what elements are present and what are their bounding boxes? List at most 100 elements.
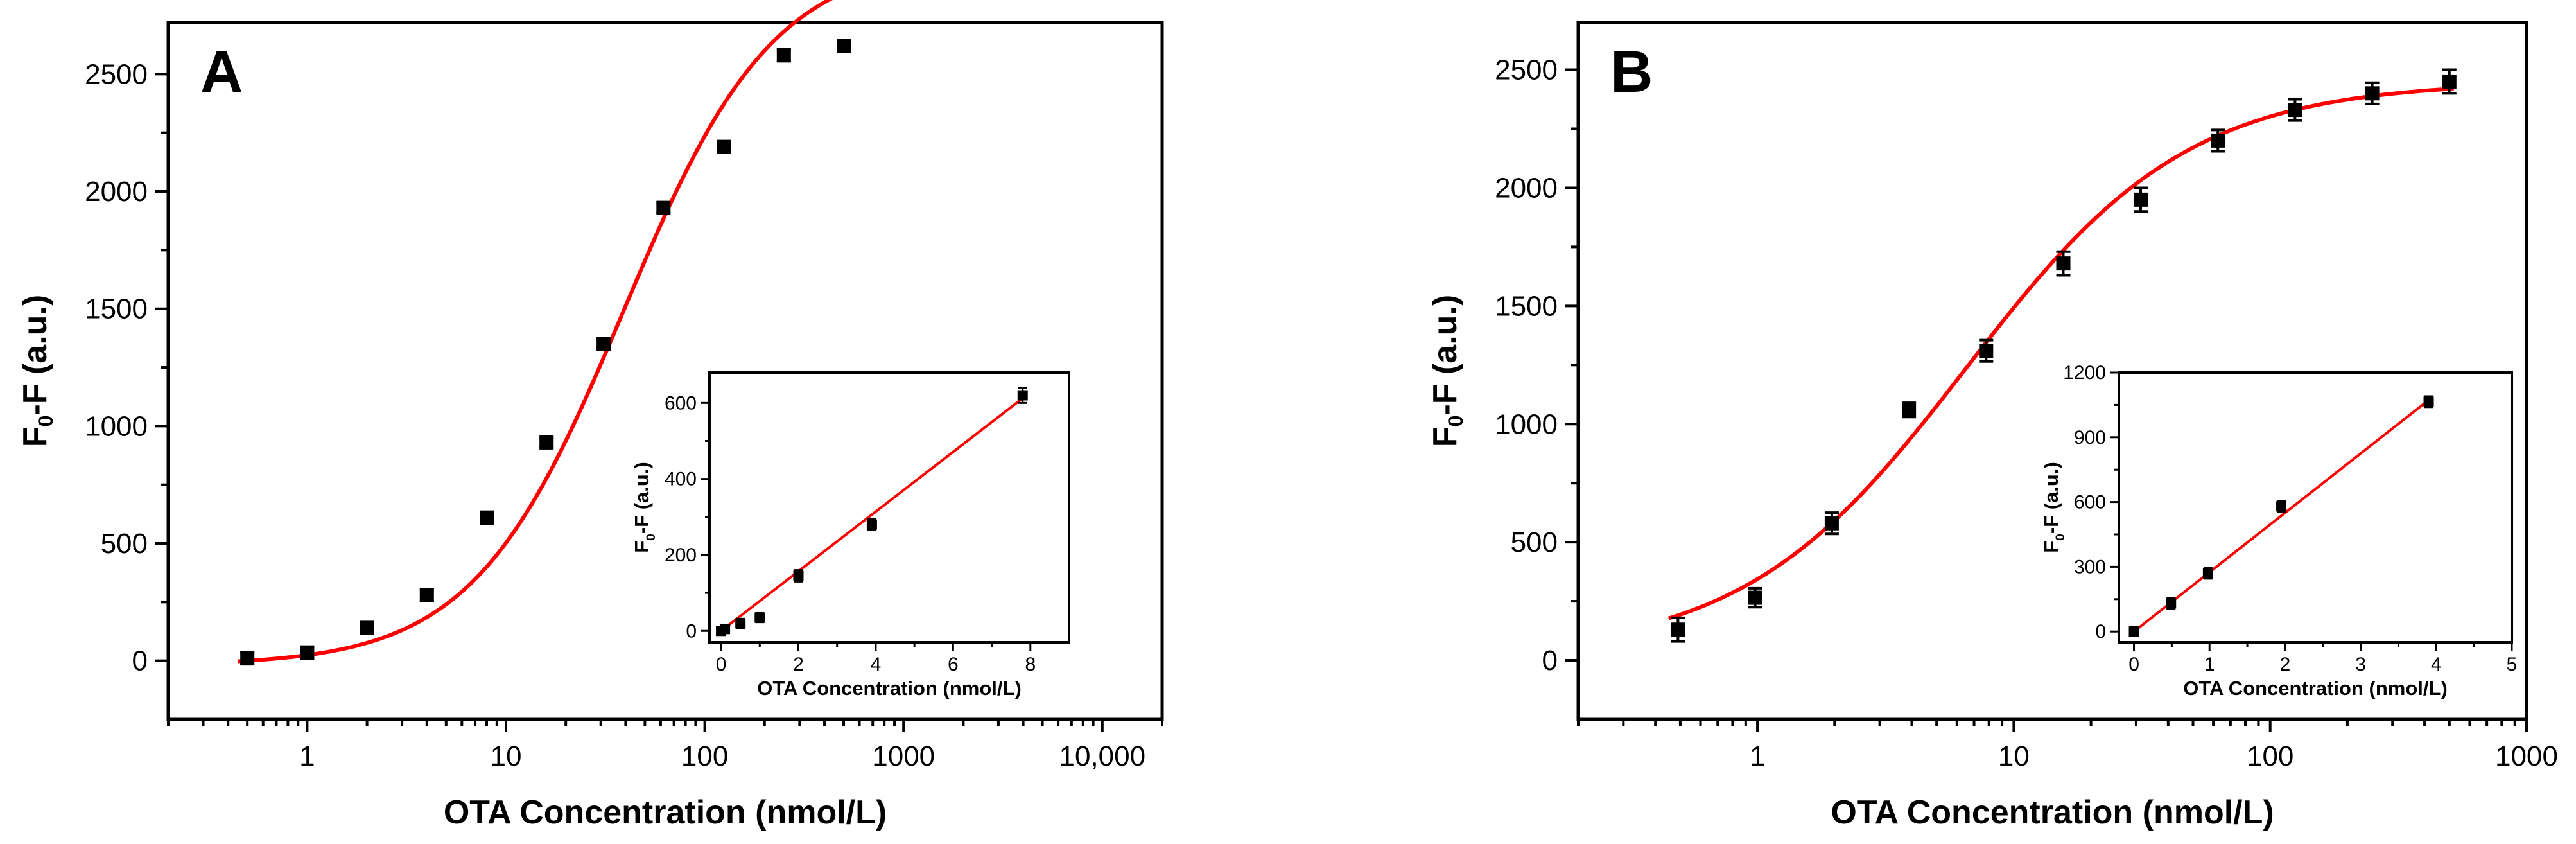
data-point: [360, 620, 374, 635]
data-point: [2365, 81, 2380, 105]
data-point: [596, 337, 611, 351]
y-axis-title-main: F: [1427, 426, 1464, 447]
inset-data-point: [2166, 597, 2177, 610]
plot-frame: [1576, 21, 2528, 721]
inset-y-axis-title-tail: -F (a.u.): [631, 462, 653, 534]
point-marker: [1671, 622, 1685, 637]
inset-x-tick-label: 2: [793, 654, 804, 675]
x-tick-label: 1: [299, 741, 315, 772]
inset-x-tick-label: 0: [716, 654, 727, 675]
data-point: [2442, 68, 2457, 95]
inset-frame: [2118, 371, 2513, 644]
y-axis-title-tail: -F (a.u.): [17, 295, 54, 416]
panel-label: A: [200, 39, 243, 105]
inset-x-tick-label: 1: [2204, 654, 2215, 675]
y-axis-title-tail: -F (a.u.): [1427, 295, 1464, 416]
point-marker: [1979, 344, 1994, 358]
y-tick-label: 2000: [1495, 172, 1558, 204]
inset-x-tick-label: 8: [1025, 654, 1036, 675]
inset-point-marker: [754, 612, 765, 623]
inset-y-axis-title: F0-F (a.u.): [631, 462, 658, 553]
x-tick-label: 1000: [872, 741, 935, 772]
inset-data-point: [2202, 567, 2213, 580]
inset-point-marker: [866, 519, 877, 530]
y-tick-label: 500: [1511, 527, 1558, 558]
inset-y-axis-title-main: F: [631, 541, 653, 553]
data-point: [2056, 250, 2071, 277]
x-tick-label: 10,000: [1059, 741, 1146, 772]
inset-chart: 0 1 2 3 4 5 0 300 600 900 1200 OTA Concentration (n…: [2040, 362, 2517, 699]
point-marker: [717, 139, 731, 154]
inset-y-axis-title-main: F: [2040, 541, 2062, 553]
inset-fit-line: [720, 397, 1023, 632]
y-tick-label: 0: [132, 646, 148, 677]
x-tick-label: 1000: [2495, 741, 2558, 772]
point-marker: [656, 200, 671, 215]
data-point: [1824, 511, 1839, 536]
data-point: [1979, 338, 1994, 363]
inset-x-tick-label: 2: [2280, 654, 2291, 675]
point-marker: [1748, 590, 1762, 605]
x-axis-title: OTA Concentration (nmol/L): [444, 794, 887, 831]
inset-point-marker: [793, 570, 804, 581]
point-marker: [419, 588, 434, 602]
inset-x-tick-label: 5: [2507, 654, 2518, 675]
y-tick-label: 2500: [85, 58, 148, 90]
data-point: [1671, 616, 1685, 643]
point-marker: [837, 39, 851, 53]
data-point: [837, 39, 851, 53]
point-marker: [776, 48, 791, 63]
inset-data-point: [720, 624, 731, 635]
inset-data-point: [866, 518, 877, 531]
data-point: [1748, 586, 1762, 609]
plot-frame: [166, 21, 1164, 721]
point-marker: [300, 645, 315, 660]
inset-data-point: [754, 611, 765, 624]
data-point: [419, 588, 434, 602]
inset-point-marker: [720, 624, 731, 635]
y-tick-label: 0: [1542, 645, 1558, 676]
y-tick-label: 500: [101, 528, 148, 559]
y-tick-label: 1000: [1495, 409, 1558, 440]
point-marker: [539, 435, 554, 450]
inset-point-marker: [2128, 626, 2139, 637]
inset-y-tick-label: 200: [665, 545, 697, 566]
data-point: [479, 510, 494, 525]
point-marker: [2288, 103, 2302, 118]
y-tick-label: 1500: [1495, 290, 1558, 322]
point-marker: [1902, 403, 1917, 418]
x-tick-label: 1: [1750, 741, 1765, 772]
point-marker: [2442, 74, 2457, 89]
inset-y-tick-label: 600: [665, 392, 697, 414]
y-tick-label: 2000: [85, 176, 148, 207]
x-axis-title: OTA Concentration (nmol/L): [1831, 794, 2274, 831]
inset-x-tick-label: 6: [948, 654, 959, 675]
point-marker: [1824, 516, 1839, 531]
point-marker: [240, 651, 255, 666]
inset-point-marker: [2166, 598, 2177, 609]
inset-fit-line: [2133, 399, 2430, 633]
inset-data-point: [735, 617, 746, 629]
y-axis-title-main: F: [17, 426, 54, 447]
point-marker: [360, 620, 374, 635]
inset-x-axis-title: OTA Concentration (nmol/L): [757, 677, 1022, 699]
data-point: [1902, 401, 1917, 419]
y-tick-label: 1000: [85, 410, 148, 442]
data-point: [300, 645, 315, 660]
fit-curve: [238, 0, 833, 664]
point-marker: [2365, 86, 2380, 101]
panel-a: 1 10 100 1000 10,00005001000150020002500OTA …: [17, 0, 1164, 831]
inset-y-tick-label: 900: [2074, 427, 2106, 448]
x-tick-label: 10: [1998, 741, 2030, 772]
inset-data-point: [2276, 500, 2287, 513]
point-marker: [479, 510, 494, 525]
inset-data-point: [793, 569, 804, 583]
inset-point-marker: [1017, 390, 1028, 401]
inset-y-tick-label: 0: [2095, 621, 2106, 642]
y-axis-title: F0-F (a.u.): [17, 295, 57, 447]
point-marker: [2056, 256, 2071, 271]
x-tick-label: 10: [491, 741, 522, 772]
inset-y-tick-label: 400: [665, 469, 697, 490]
